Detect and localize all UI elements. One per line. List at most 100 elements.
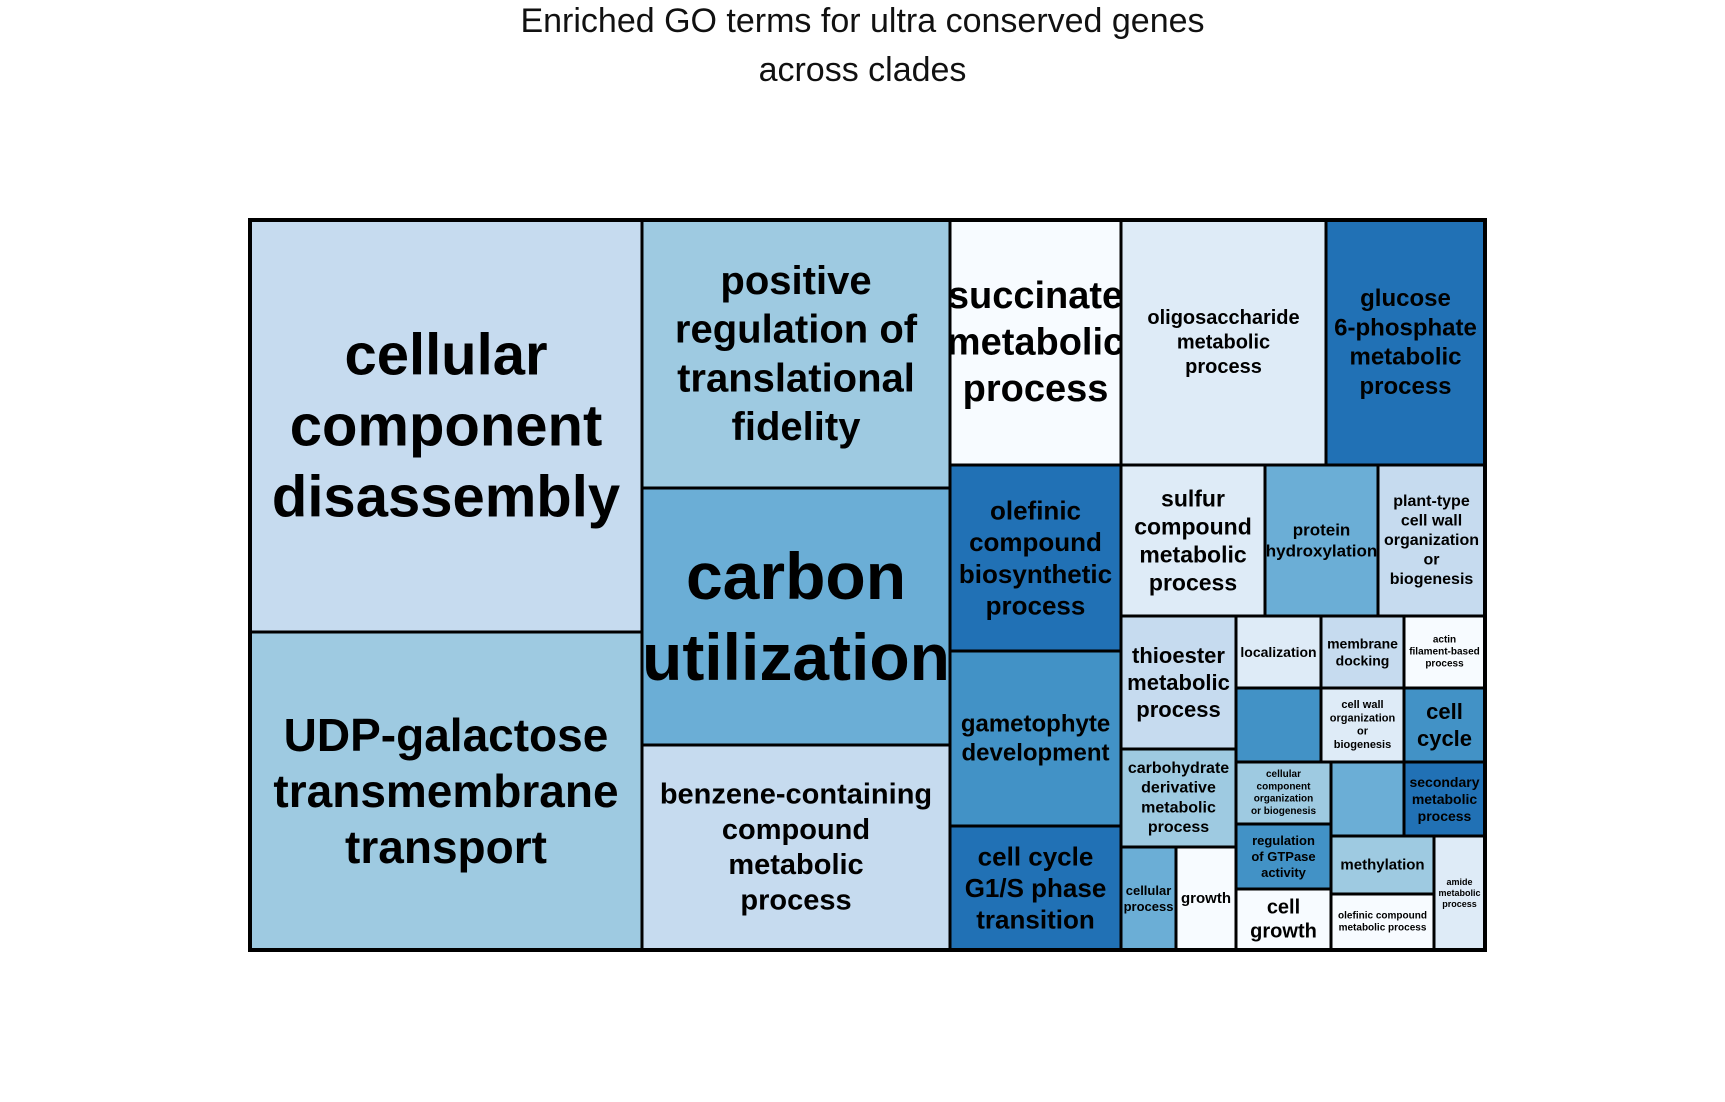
treemap-tile: localization bbox=[1234, 614, 1323, 690]
treemap-tile-label: compound bbox=[969, 527, 1102, 557]
treemap-tile-label: metabolic bbox=[1438, 888, 1480, 898]
treemap-tile-label: methylation bbox=[1340, 857, 1424, 874]
treemap-tile-label: cell wall bbox=[1341, 699, 1383, 711]
treemap-tile-label: component bbox=[290, 394, 603, 459]
treemap-tile-label: process bbox=[740, 885, 851, 917]
treemap-tile-label: filament-based bbox=[1409, 647, 1480, 658]
treemap-tile-label: metabolic bbox=[1412, 791, 1478, 807]
treemap-tile-label: or biogenesis bbox=[1251, 806, 1316, 817]
treemap-tile: cell growth bbox=[1234, 887, 1333, 952]
treemap-tile-label: olefinic compound bbox=[1338, 910, 1427, 921]
chart-title-line-1: Enriched GO terms for ultra conserved ge… bbox=[520, 2, 1205, 40]
treemap-tile-label: organization bbox=[1254, 794, 1313, 805]
treemap-tile-label: transport bbox=[345, 821, 547, 873]
treemap-tile-rect bbox=[1324, 218, 1487, 467]
treemap-tile-label: disassembly bbox=[272, 464, 620, 529]
treemap-tile-label: cell wall bbox=[1401, 512, 1462, 529]
treemap-tile-label: metabolic bbox=[947, 322, 1124, 364]
treemap-tile-label: regulation of bbox=[675, 308, 918, 352]
treemap-tile-label: olefinic bbox=[990, 495, 1081, 525]
treemap-tile-label: organization bbox=[1330, 712, 1396, 724]
treemap-tile-label: transition bbox=[976, 905, 1094, 935]
treemap-tile-label: cellular bbox=[344, 323, 547, 388]
treemap-tile-label: gametophyte bbox=[961, 710, 1110, 737]
treemap-tile bbox=[1234, 686, 1323, 764]
treemap-tile-label: thioester bbox=[1132, 643, 1225, 668]
treemap-tile-label: succinate bbox=[948, 275, 1123, 317]
treemap-tile-label: process bbox=[1148, 819, 1209, 836]
treemap-tile-label: fidelity bbox=[732, 405, 862, 449]
treemap-tile-label: development bbox=[961, 740, 1109, 767]
treemap-tile-rect bbox=[1119, 747, 1238, 849]
treemap-tile-label: process bbox=[1442, 899, 1477, 909]
treemap-tile-label: oligosaccharide bbox=[1147, 307, 1299, 329]
treemap-tile-label: cell bbox=[1267, 896, 1300, 918]
treemap-tile-label: glucose bbox=[1360, 285, 1451, 312]
treemap-tile-label: protein bbox=[1293, 521, 1351, 540]
treemap-tile-label: metabolic bbox=[1127, 670, 1230, 695]
treemap-tile-label: growth bbox=[1181, 890, 1231, 907]
treemap-tile-label: G1/S phase bbox=[965, 873, 1107, 903]
treemap-tile-label: growth bbox=[1250, 921, 1317, 943]
treemap-tile-label: process bbox=[1425, 659, 1464, 670]
treemap-tile-label: derivative bbox=[1141, 780, 1216, 797]
treemap-tile-label: cell cycle bbox=[978, 841, 1094, 871]
treemap-tile-rect bbox=[1329, 760, 1406, 838]
treemap-tile-label: compound bbox=[722, 814, 870, 846]
treemap-tile-label: docking bbox=[1336, 653, 1390, 669]
treemap-tile-label: carbohydrate bbox=[1128, 760, 1229, 777]
treemap-tile-label: sulfur bbox=[1161, 485, 1225, 511]
treemap-tile-label: regulation bbox=[1252, 833, 1315, 848]
treemap-tile-label: membrane bbox=[1327, 635, 1398, 651]
treemap-tile-label: cell bbox=[1426, 699, 1463, 724]
treemap-tile-label: cellular bbox=[1266, 769, 1301, 780]
treemap-tile-label: UDP-galactose bbox=[284, 709, 609, 761]
treemap-tile-label: metabolic bbox=[1141, 799, 1216, 816]
treemap-tile-rect bbox=[1174, 845, 1238, 952]
treemap-tile-label: biosynthetic bbox=[959, 559, 1112, 589]
treemap-tile-rect bbox=[948, 463, 1123, 653]
treemap-tile-rect bbox=[1319, 686, 1406, 764]
treemap-tile-label: process bbox=[963, 368, 1109, 410]
treemap-tile-label: process bbox=[1149, 570, 1237, 596]
treemap-tile-label: metabolic bbox=[1177, 332, 1270, 354]
treemap-tile: methylation bbox=[1329, 834, 1436, 896]
treemap-tile-label: of GTPase bbox=[1251, 849, 1315, 864]
treemap-tile-label: metabolic bbox=[728, 849, 863, 881]
treemap-tile-label: amide bbox=[1446, 877, 1472, 887]
treemap-tile-label: process bbox=[1359, 373, 1451, 400]
treemap-tile: gametophyte development bbox=[948, 649, 1123, 828]
treemap-tile-label: utilization bbox=[642, 620, 950, 694]
treemap-tile-label: biogenesis bbox=[1334, 739, 1391, 751]
treemap-tile-label: organization bbox=[1384, 532, 1479, 549]
treemap-tile-rect bbox=[1119, 218, 1328, 467]
treemap-tile-label: actin bbox=[1433, 634, 1456, 645]
treemap-tile-label: metabolic process bbox=[1339, 923, 1427, 934]
treemap-tile-label: biogenesis bbox=[1390, 571, 1474, 588]
treemap-tile-label: process bbox=[1136, 697, 1220, 722]
treemap-tile-label: compound bbox=[1134, 513, 1252, 539]
treemap-tile-label: secondary bbox=[1409, 774, 1479, 790]
treemap-tile-label: activity bbox=[1261, 865, 1307, 880]
treemap-tile-label: process bbox=[986, 591, 1086, 621]
treemap-tile-rect bbox=[1119, 614, 1238, 751]
